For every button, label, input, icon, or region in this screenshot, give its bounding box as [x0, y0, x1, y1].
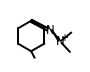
- Text: N: N: [56, 35, 65, 48]
- Text: +: +: [60, 33, 68, 43]
- Text: N: N: [46, 24, 55, 37]
